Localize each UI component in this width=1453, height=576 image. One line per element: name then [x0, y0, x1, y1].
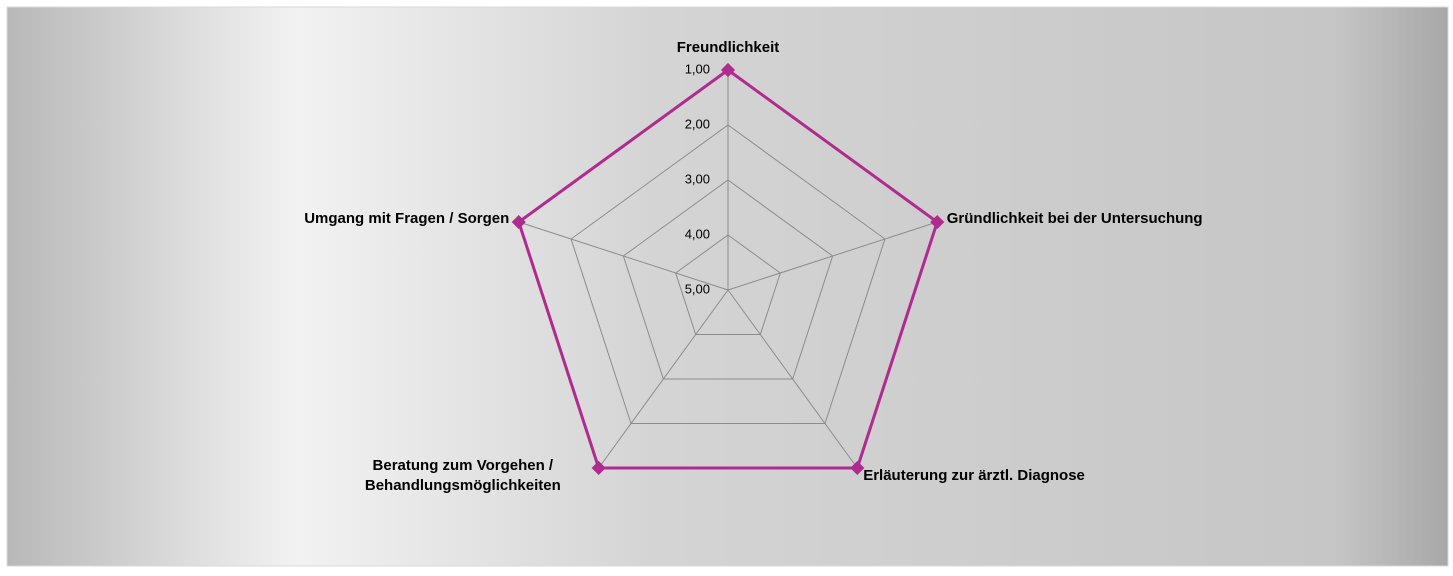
category-label: Beratung zum Vorgehen / Behandlungsmöglic…: [365, 457, 561, 494]
tick-label: 2,00: [685, 116, 710, 131]
grid-ring: [675, 234, 781, 335]
spoke: [518, 221, 729, 291]
category-label: Gründlichkeit bei der Untersuchung: [947, 210, 1203, 227]
category-label: Umgang mit Fragen / Sorgen: [304, 210, 509, 227]
tick-label: 5,00: [685, 281, 710, 296]
grid-ring: [570, 124, 886, 424]
data-point: [720, 62, 736, 78]
spoke: [598, 289, 729, 469]
data-point: [930, 214, 945, 230]
grid-ring: [622, 179, 834, 380]
category-label: Freundlichkeit: [677, 39, 780, 56]
data-point: [850, 460, 865, 476]
series-line: [517, 68, 939, 470]
data-point: [511, 214, 526, 230]
tick-label: 4,00: [685, 226, 710, 241]
spoke: [727, 221, 938, 291]
category-label: Erläuterung zur ärztl. Diagnose: [863, 467, 1085, 484]
tick-label: 3,00: [685, 171, 710, 186]
data-point: [591, 460, 606, 476]
tick-label: 1,00: [685, 61, 710, 76]
spoke: [727, 289, 858, 469]
